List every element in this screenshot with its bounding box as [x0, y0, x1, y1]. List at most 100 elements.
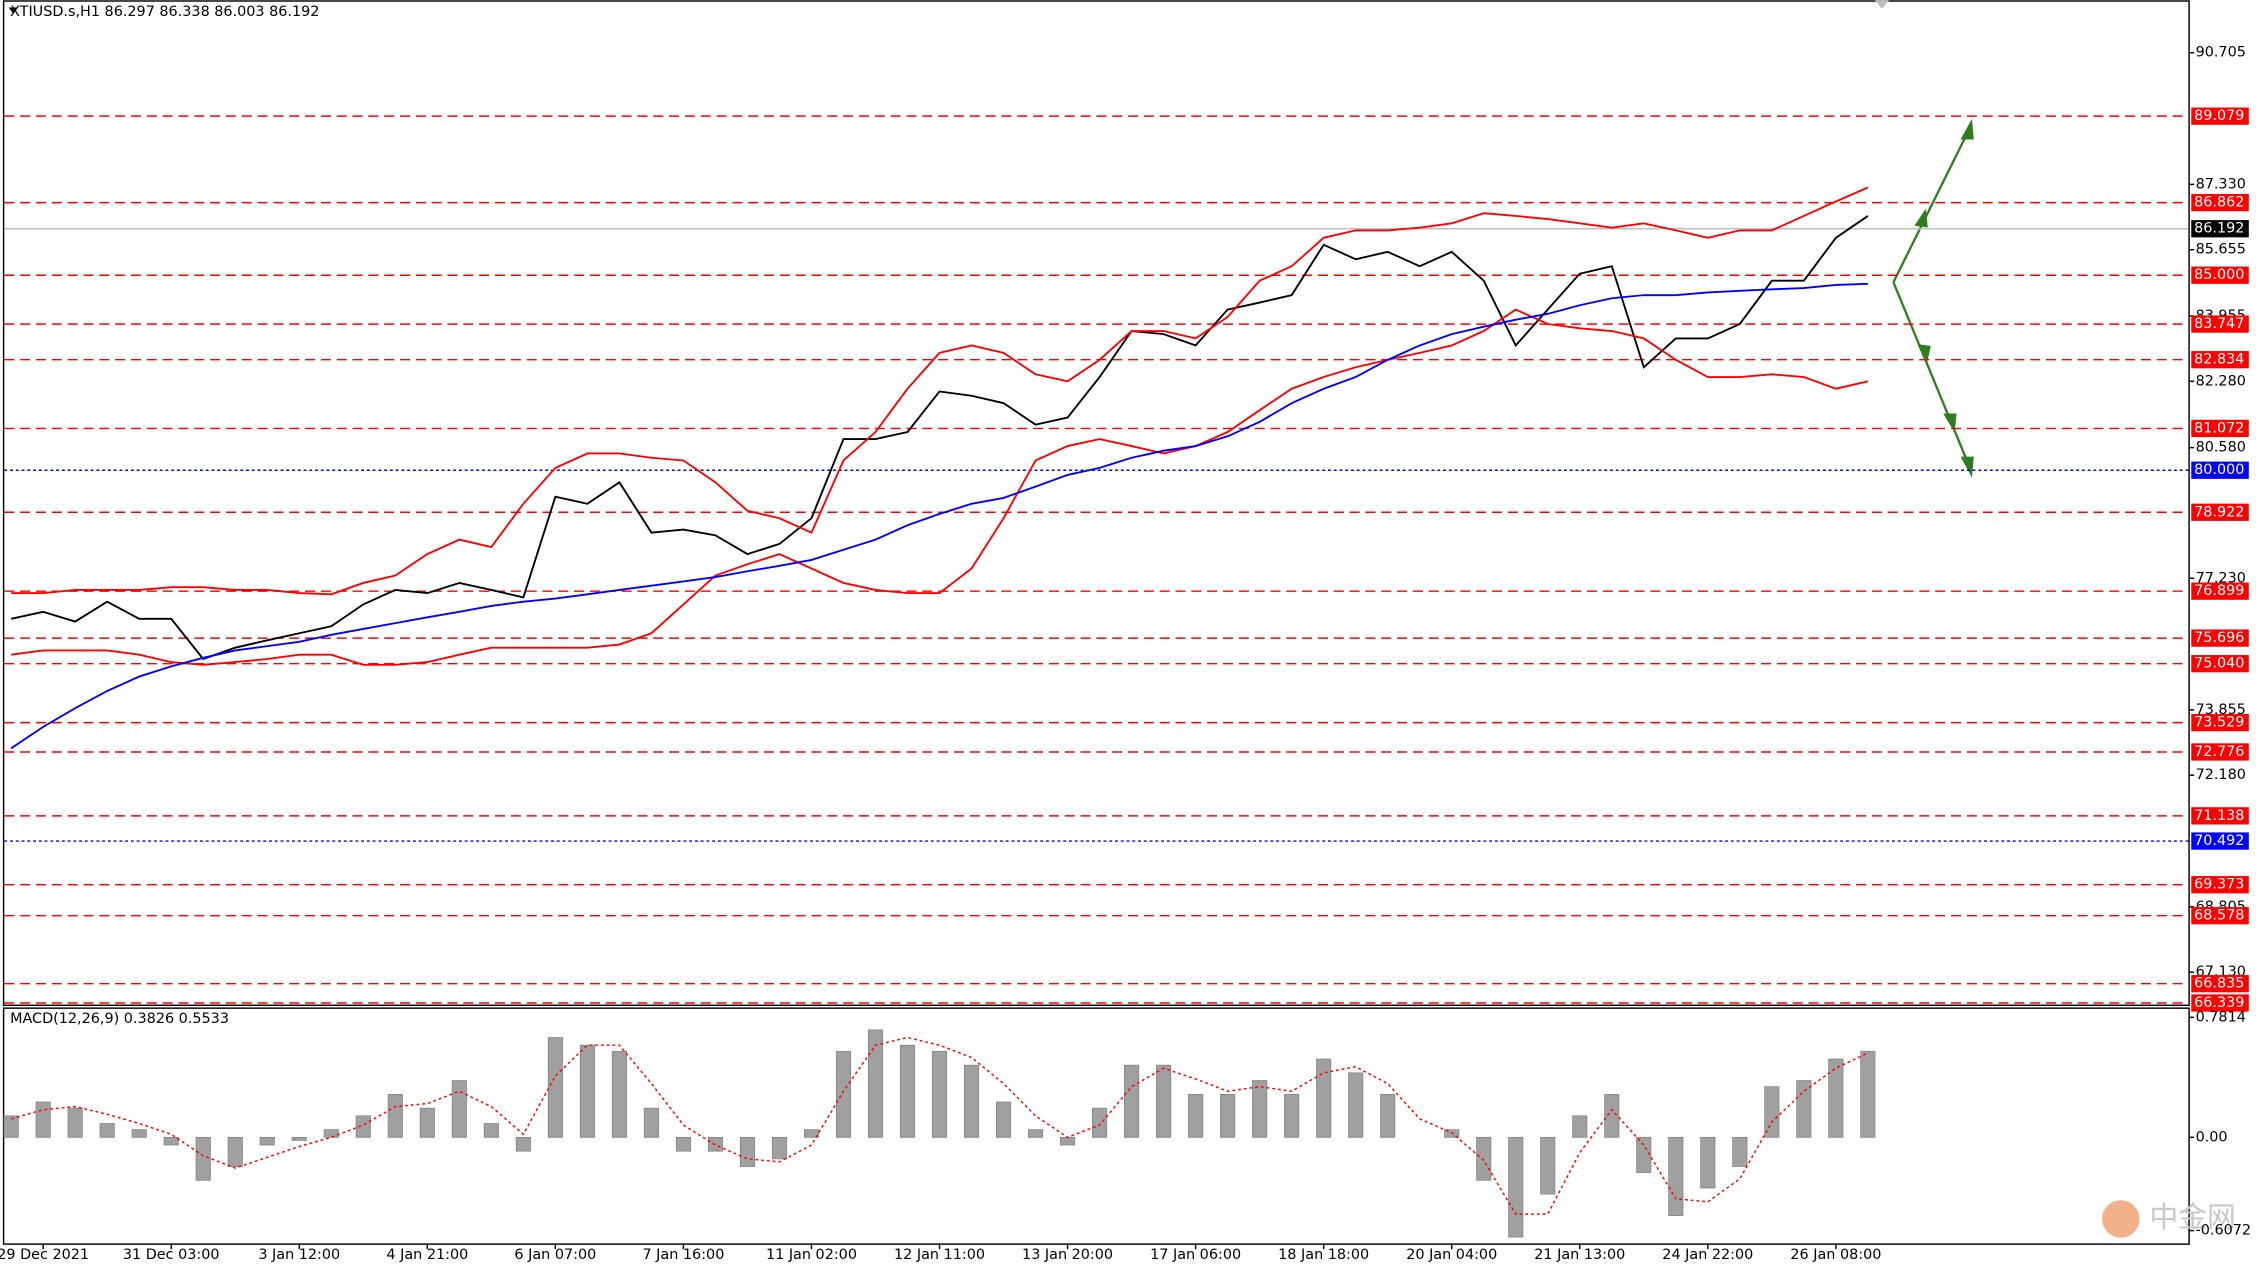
forecast-arrows [1892, 118, 1974, 478]
x-tick-label: 17 Jan 06:00 [1150, 1247, 1241, 1263]
y-tick-label: 73.855 [2196, 702, 2246, 718]
macd-title: MACD(12,26,9) 0.3826 0.5533 [10, 1011, 229, 1027]
macd-bar [643, 1107, 659, 1138]
macd-bar [227, 1136, 243, 1167]
macd-bar [35, 1101, 51, 1138]
signal-line [10, 1036, 1869, 1215]
level-label-box [2191, 629, 2249, 647]
level-label-box [2191, 807, 2249, 825]
macd-bar [131, 1129, 147, 1138]
macd-bar [771, 1136, 788, 1160]
level-label: 66.835 [2194, 976, 2244, 992]
level-label: 83.747 [2194, 316, 2244, 332]
level-label-box [2191, 419, 2249, 438]
macd-bar [547, 1037, 563, 1138]
macd-bar [1540, 1136, 1556, 1195]
y-tick-label: 80.580 [2196, 440, 2246, 456]
macd-bar [931, 1050, 948, 1138]
level-label: 78.922 [2194, 504, 2244, 520]
price-panel [2, 0, 2190, 1006]
macd-bar [867, 1029, 884, 1138]
last-price-label: 86.192 [2194, 221, 2244, 237]
level-label-box [2191, 743, 2249, 761]
last-price-box [2191, 220, 2249, 238]
level-label-box [2191, 975, 2249, 993]
macd-bar [323, 1129, 339, 1138]
level-label: 89.079 [2194, 108, 2244, 124]
level-label: 68.578 [2194, 908, 2244, 924]
level-label: 66.339 [2194, 995, 2244, 1011]
macd-bar [451, 1080, 467, 1138]
y-tick-label: 72.180 [2196, 767, 2246, 783]
x-tick-label: 11 Jan 02:00 [766, 1247, 857, 1263]
arrow-down [1892, 281, 1973, 472]
macd-bar [1252, 1080, 1268, 1138]
level-label-box [2191, 266, 2249, 284]
macd-bar [1572, 1115, 1588, 1138]
level-label-box [2191, 876, 2249, 894]
macd-bar [163, 1136, 179, 1146]
macd-bar [1284, 1093, 1300, 1138]
level-label: 82.834 [2194, 352, 2244, 368]
macd-bar [803, 1129, 820, 1138]
level-label: 75.696 [2194, 630, 2244, 646]
macd-bar [1156, 1064, 1172, 1138]
x-tick-label: 13 Jan 20:00 [1022, 1247, 1113, 1263]
y-tick-label: 85.655 [2196, 242, 2246, 258]
macd-bar [963, 1064, 980, 1138]
level-label-box [2191, 582, 2249, 600]
series-line [10, 282, 1868, 750]
arrowhead [1943, 413, 1957, 433]
macd-bar [355, 1115, 371, 1138]
macd-bar [611, 1050, 627, 1138]
macd-bar [259, 1136, 275, 1146]
level-label: 70.492 [2194, 833, 2244, 849]
x-tick-label: 24 Jan 22:00 [1662, 1247, 1753, 1263]
watermark: 中金网 [2150, 1200, 2236, 1234]
macd-bar [995, 1101, 1012, 1138]
level-label-box [2191, 315, 2249, 333]
level-label-box [2191, 351, 2249, 369]
macd-bar [1188, 1093, 1204, 1138]
level-label: 76.899 [2194, 583, 2244, 599]
x-tick-label: 3 Jan 12:00 [258, 1247, 340, 1263]
macd-bar [1636, 1136, 1652, 1174]
macd-bar [1796, 1080, 1812, 1138]
series-line [11, 186, 1869, 596]
level-label-box [2191, 832, 2249, 850]
macd-bar [1828, 1058, 1844, 1138]
macd-bar [515, 1136, 531, 1152]
arrow-up [1892, 124, 1973, 283]
level-label: 69.373 [2194, 877, 2244, 893]
x-tick-label: 26 Jan 08:00 [1790, 1247, 1881, 1263]
level-label: 73.529 [2194, 715, 2244, 731]
level-label-box [2191, 461, 2249, 479]
y-tick-label: 87.330 [2196, 176, 2246, 192]
macd-bar [1060, 1136, 1076, 1146]
x-tick-label: 18 Jan 18:00 [1278, 1247, 1369, 1263]
macd-bar [1668, 1136, 1684, 1217]
x-tick-label: 29 Dec 2021 [0, 1247, 89, 1263]
y-tick-label: 0.00 [2196, 1129, 2228, 1145]
x-tick-label: 6 Jan 07:00 [514, 1247, 596, 1263]
x-tick-label: 21 Jan 13:00 [1534, 1247, 1625, 1263]
arrowhead [1960, 456, 1974, 478]
level-label-box [2191, 907, 2249, 925]
arrowhead [1917, 344, 1931, 364]
level-label: 75.040 [2194, 656, 2244, 672]
series-line [10, 215, 1869, 661]
macd-bar [483, 1123, 499, 1138]
macd-bar [1092, 1107, 1108, 1138]
series-line [11, 308, 1869, 666]
watermark-logo [2102, 1200, 2140, 1238]
level-label: 72.776 [2194, 744, 2244, 760]
arrowhead [1960, 118, 1974, 140]
y-tick-label: 90.705 [2196, 45, 2246, 61]
macd-bar [1604, 1093, 1620, 1138]
level-label-box [2191, 994, 2249, 1012]
macd-bar [99, 1123, 115, 1138]
macd-bar [1764, 1086, 1780, 1138]
y-tick-label: 77.230 [2196, 570, 2246, 586]
x-tick-label: 12 Jan 11:00 [894, 1247, 985, 1263]
